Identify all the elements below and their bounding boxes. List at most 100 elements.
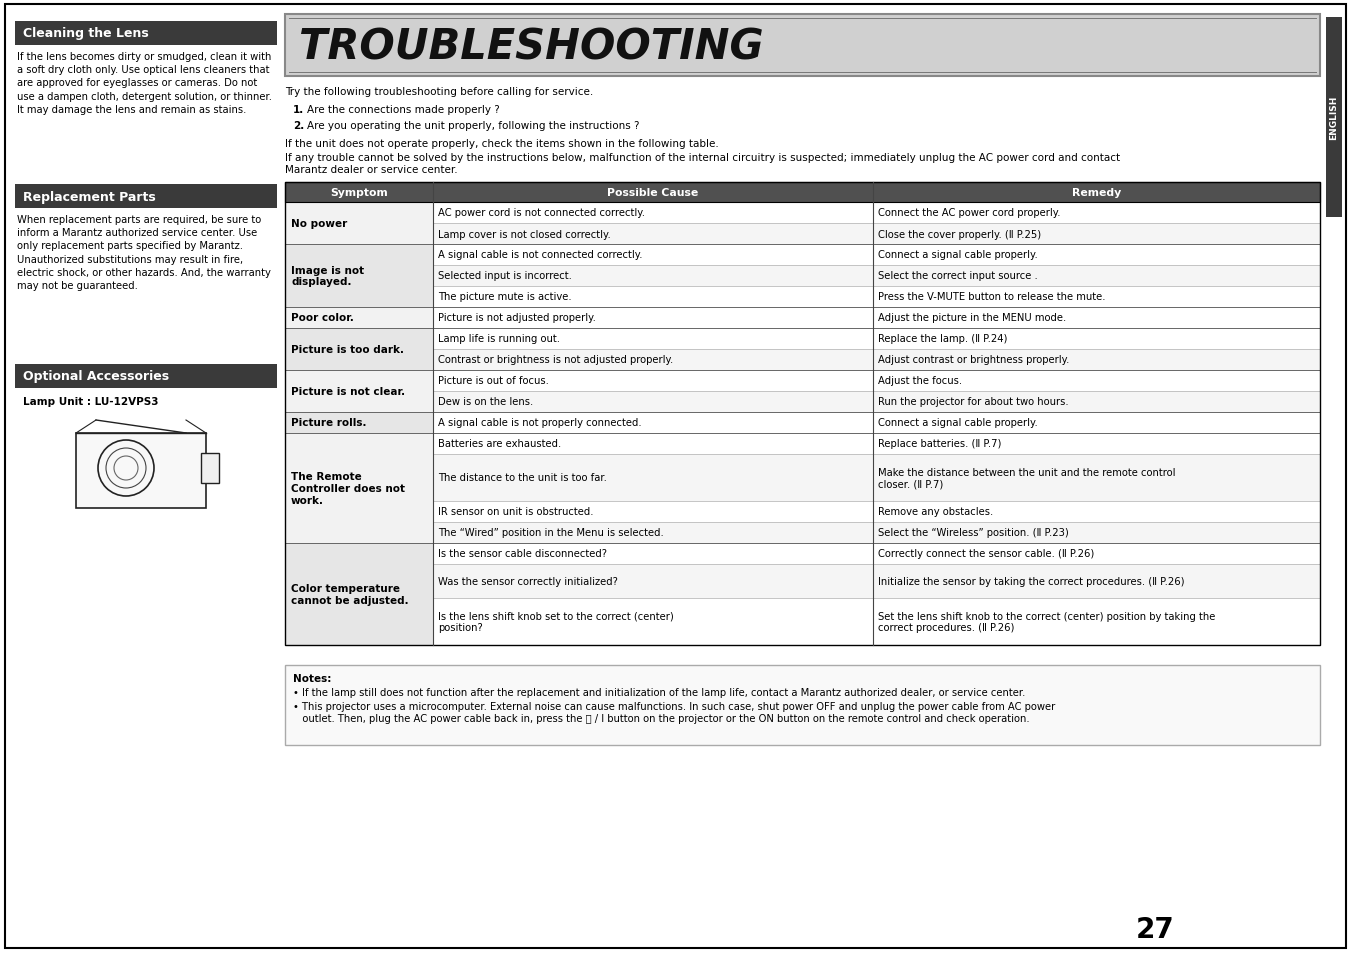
Text: Lamp Unit : LU-12VPS3: Lamp Unit : LU-12VPS3 — [23, 396, 158, 407]
Text: Try the following troubleshooting before calling for service.: Try the following troubleshooting before… — [285, 87, 593, 97]
Text: Lamp cover is not closed correctly.: Lamp cover is not closed correctly. — [438, 230, 611, 239]
Text: Symptom: Symptom — [330, 188, 388, 198]
Bar — [873, 564, 1320, 598]
Bar — [873, 329, 1320, 350]
Text: If the lens becomes dirty or smudged, clean it with
a soft dry cloth only. Use o: If the lens becomes dirty or smudged, cl… — [18, 52, 272, 114]
Bar — [285, 308, 434, 329]
Text: IR sensor on unit is obstructed.: IR sensor on unit is obstructed. — [438, 507, 593, 517]
Bar — [285, 183, 1320, 645]
Text: Dew is on the lens.: Dew is on the lens. — [438, 397, 534, 407]
Bar — [873, 413, 1320, 434]
Text: TROUBLESHOOTING: TROUBLESHOOTING — [299, 27, 763, 69]
Text: Remedy: Remedy — [1071, 188, 1121, 198]
Bar — [201, 454, 219, 483]
Bar — [434, 308, 873, 329]
Text: Select the correct input source .: Select the correct input source . — [878, 272, 1038, 281]
Text: Adjust the picture in the MENU mode.: Adjust the picture in the MENU mode. — [878, 314, 1066, 323]
Text: • This projector uses a microcomputer. External noise can cause malfunctions. In: • This projector uses a microcomputer. E… — [293, 701, 1055, 711]
Text: Possible Cause: Possible Cause — [608, 188, 698, 198]
Bar — [285, 329, 434, 371]
Text: Close the cover properly. (Ⅱ P.25): Close the cover properly. (Ⅱ P.25) — [878, 230, 1042, 239]
Text: Set the lens shift knob to the correct (center) position by taking the
correct p: Set the lens shift knob to the correct (… — [878, 611, 1216, 633]
Bar — [285, 15, 1320, 77]
Text: Picture is not clear.: Picture is not clear. — [290, 387, 405, 396]
Text: AC power cord is not connected correctly.: AC power cord is not connected correctly… — [438, 209, 644, 218]
Bar — [873, 203, 1320, 224]
Text: Correctly connect the sensor cable. (Ⅱ P.26): Correctly connect the sensor cable. (Ⅱ P… — [878, 549, 1094, 558]
Text: Remove any obstacles.: Remove any obstacles. — [878, 507, 993, 517]
Text: 27: 27 — [1136, 915, 1174, 943]
Text: Optional Accessories: Optional Accessories — [23, 370, 169, 383]
Text: Connect the AC power cord properly.: Connect the AC power cord properly. — [878, 209, 1061, 218]
Text: Notes:: Notes: — [293, 673, 331, 683]
Bar — [873, 308, 1320, 329]
Bar — [873, 245, 1320, 266]
Text: Connect a signal cable properly.: Connect a signal cable properly. — [878, 418, 1038, 428]
Bar — [873, 287, 1320, 308]
Text: Run the projector for about two hours.: Run the projector for about two hours. — [878, 397, 1069, 407]
Bar — [285, 434, 434, 543]
Text: Replacement Parts: Replacement Parts — [23, 191, 155, 203]
Bar — [285, 183, 1320, 203]
Text: Are the connections made properly ?: Are the connections made properly ? — [307, 105, 500, 115]
Text: The picture mute is active.: The picture mute is active. — [438, 293, 571, 302]
Text: Adjust the focus.: Adjust the focus. — [878, 376, 962, 386]
Bar — [873, 434, 1320, 455]
Bar — [873, 522, 1320, 543]
Bar — [434, 266, 873, 287]
Text: Press the V-MUTE button to release the mute.: Press the V-MUTE button to release the m… — [878, 293, 1105, 302]
Text: The distance to the unit is too far.: The distance to the unit is too far. — [438, 473, 607, 483]
Text: 1.: 1. — [293, 105, 304, 115]
Text: Picture is out of focus.: Picture is out of focus. — [438, 376, 549, 386]
Text: Color temperature
cannot be adjusted.: Color temperature cannot be adjusted. — [290, 583, 408, 605]
Text: Is the lens shift knob set to the correct (center)
position?: Is the lens shift knob set to the correc… — [438, 611, 674, 633]
Bar — [434, 455, 873, 501]
Bar — [434, 522, 873, 543]
Text: Make the distance between the unit and the remote control
closer. (Ⅱ P.7): Make the distance between the unit and t… — [878, 467, 1175, 489]
Bar — [434, 224, 873, 245]
Text: Selected input is incorrect.: Selected input is incorrect. — [438, 272, 571, 281]
Text: No power: No power — [290, 219, 347, 229]
Bar — [434, 350, 873, 371]
Text: Picture is not adjusted properly.: Picture is not adjusted properly. — [438, 314, 596, 323]
Bar — [76, 434, 205, 509]
Text: If any trouble cannot be solved by the instructions below, malfunction of the in: If any trouble cannot be solved by the i… — [285, 152, 1120, 174]
Text: A signal cable is not properly connected.: A signal cable is not properly connected… — [438, 418, 642, 428]
Text: 2.: 2. — [293, 121, 304, 131]
Text: ENGLISH: ENGLISH — [1329, 95, 1339, 140]
Text: If the unit does not operate properly, check the items shown in the following ta: If the unit does not operate properly, c… — [285, 139, 719, 149]
Text: Picture is too dark.: Picture is too dark. — [290, 345, 404, 355]
Bar — [285, 245, 434, 308]
Text: Picture rolls.: Picture rolls. — [290, 418, 366, 428]
Text: outlet. Then, plug the AC power cable back in, press the ⏻ / I button on the pro: outlet. Then, plug the AC power cable ba… — [293, 713, 1029, 723]
Bar — [873, 266, 1320, 287]
Text: Was the sensor correctly initialized?: Was the sensor correctly initialized? — [438, 577, 617, 586]
Text: • If the lamp still does not function after the replacement and initialization o: • If the lamp still does not function af… — [293, 687, 1025, 698]
Bar — [15, 185, 277, 209]
Text: The Remote
Controller does not
work.: The Remote Controller does not work. — [290, 472, 405, 505]
Bar — [434, 329, 873, 350]
Bar — [434, 501, 873, 522]
Bar — [434, 598, 873, 645]
Text: The “Wired” position in the Menu is selected.: The “Wired” position in the Menu is sele… — [438, 528, 663, 537]
Bar — [434, 287, 873, 308]
Bar — [873, 371, 1320, 392]
Bar — [873, 543, 1320, 564]
Text: Adjust contrast or brightness properly.: Adjust contrast or brightness properly. — [878, 355, 1070, 365]
Bar — [873, 455, 1320, 501]
Text: Poor color.: Poor color. — [290, 314, 354, 323]
Bar — [434, 413, 873, 434]
Bar — [1325, 18, 1342, 218]
Bar — [15, 365, 277, 389]
Bar — [873, 501, 1320, 522]
Text: Contrast or brightness is not adjusted properly.: Contrast or brightness is not adjusted p… — [438, 355, 673, 365]
Text: Connect a signal cable properly.: Connect a signal cable properly. — [878, 251, 1038, 260]
Bar — [285, 543, 434, 645]
Bar — [434, 543, 873, 564]
Bar — [15, 22, 277, 46]
Bar — [285, 371, 434, 413]
Bar — [285, 413, 434, 434]
Text: Replace the lamp. (Ⅱ P.24): Replace the lamp. (Ⅱ P.24) — [878, 335, 1008, 344]
Text: Lamp life is running out.: Lamp life is running out. — [438, 335, 561, 344]
Bar — [434, 564, 873, 598]
